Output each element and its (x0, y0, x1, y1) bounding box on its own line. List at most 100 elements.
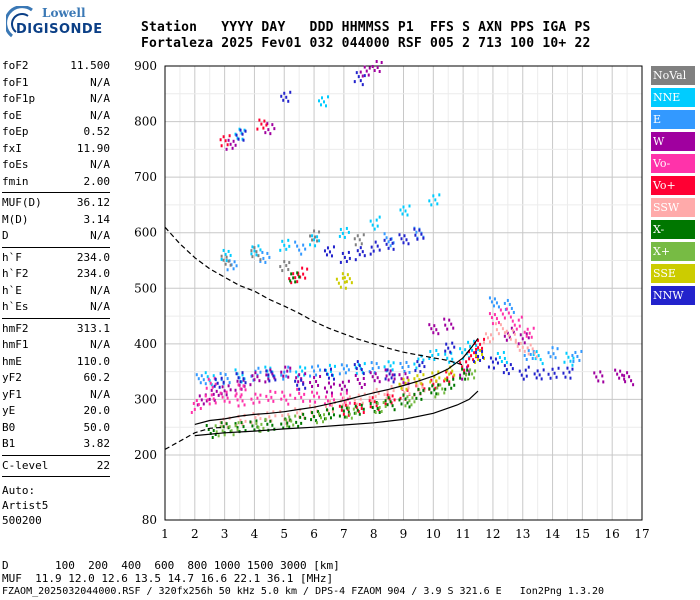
echo-point (323, 417, 326, 421)
echo-point (256, 396, 259, 400)
echo-point (401, 212, 404, 216)
echo-point (488, 312, 491, 316)
echo-point (521, 337, 524, 341)
echo-point (505, 360, 508, 364)
echo-point (202, 402, 205, 406)
echo-point (295, 370, 298, 374)
echo-point (508, 302, 511, 306)
echo-point (406, 395, 409, 399)
echo-point (388, 372, 391, 376)
echo-point (378, 380, 381, 384)
echo-point (549, 355, 552, 359)
echo-point (324, 404, 327, 408)
echo-point (287, 402, 290, 406)
echo-point (368, 66, 371, 70)
echo-point (234, 424, 237, 428)
echo-point (511, 328, 514, 332)
echo-point (265, 123, 268, 127)
logo-text-lowell: Lowell (42, 6, 86, 20)
echo-point (378, 410, 381, 414)
echo-point (437, 392, 440, 396)
echo-point (432, 382, 435, 386)
echo-point (387, 240, 390, 244)
echo-point (388, 394, 391, 398)
param-value: 3.14 (83, 212, 111, 226)
echo-point (241, 422, 244, 426)
echo-point (503, 301, 506, 305)
x-tick-label: 6 (310, 527, 318, 541)
echo-point (200, 398, 203, 402)
echo-point (494, 322, 497, 326)
echo-point (294, 407, 297, 411)
echo-point (343, 280, 346, 284)
echo-point (392, 361, 395, 365)
echo-point (445, 370, 448, 374)
echo-point (537, 354, 540, 358)
echo-point (358, 253, 361, 257)
echo-point (618, 376, 621, 380)
param-label: MUF(D) (2, 196, 42, 209)
echo-point (347, 406, 350, 410)
logo-text-digisonde: DIGISONDE (16, 22, 103, 37)
param-row: D N/A (2, 228, 110, 245)
param-label: h`E (2, 283, 22, 297)
echo-point (569, 376, 572, 380)
echo-point (259, 393, 262, 397)
echo-point (393, 408, 396, 412)
echo-point (362, 410, 365, 414)
echo-point (438, 193, 441, 197)
echo-point (387, 378, 390, 382)
echo-point (298, 275, 301, 279)
echo-point (507, 333, 510, 337)
param-label: D (2, 229, 9, 242)
echo-point (244, 419, 247, 423)
echo-point (325, 104, 328, 108)
echo-point (431, 384, 434, 388)
echo-point (378, 405, 381, 409)
echo-point (417, 357, 420, 361)
echo-point (595, 375, 598, 379)
echo-point (341, 380, 344, 384)
echo-point (369, 371, 372, 375)
echo-point (259, 248, 262, 252)
echo-point (392, 389, 395, 393)
echo-point (430, 391, 433, 395)
echo-point (345, 226, 348, 230)
echo-point (339, 227, 342, 231)
echo-point (272, 374, 275, 378)
echo-point (233, 260, 236, 264)
echo-point (390, 376, 393, 380)
echo-point (213, 384, 216, 388)
param-value: 2.00 (83, 174, 111, 188)
echo-point (315, 419, 318, 423)
echo-point (250, 249, 253, 253)
echo-point (234, 143, 237, 147)
echo-point (271, 372, 274, 376)
echo-point (446, 327, 449, 331)
echo-point (304, 416, 307, 420)
echo-point (282, 426, 285, 430)
echo-point (330, 394, 333, 398)
echo-point (295, 420, 298, 424)
echo-point (271, 123, 274, 127)
autoscaling-line: 500200 (2, 514, 42, 527)
echo-point (376, 406, 379, 410)
echo-point (302, 243, 305, 247)
echo-point (413, 227, 416, 231)
echo-point (342, 412, 345, 416)
y-tick-label: 700 (134, 170, 157, 184)
echo-point (302, 412, 305, 416)
echo-point (269, 368, 272, 372)
echo-point (271, 423, 274, 427)
echo-point (378, 215, 381, 219)
echo-point (283, 260, 286, 264)
echo-point (232, 267, 235, 271)
echo-point (461, 377, 464, 381)
header-line-labels: Station YYYY DAY DDD HHMMSS P1 FFS S AXN… (141, 20, 591, 35)
param-row: foEs N/A (2, 157, 110, 174)
echo-point (283, 370, 286, 374)
echo-point (225, 390, 228, 394)
echo-point (286, 421, 289, 425)
echo-point (580, 349, 583, 353)
echo-point (602, 380, 605, 384)
